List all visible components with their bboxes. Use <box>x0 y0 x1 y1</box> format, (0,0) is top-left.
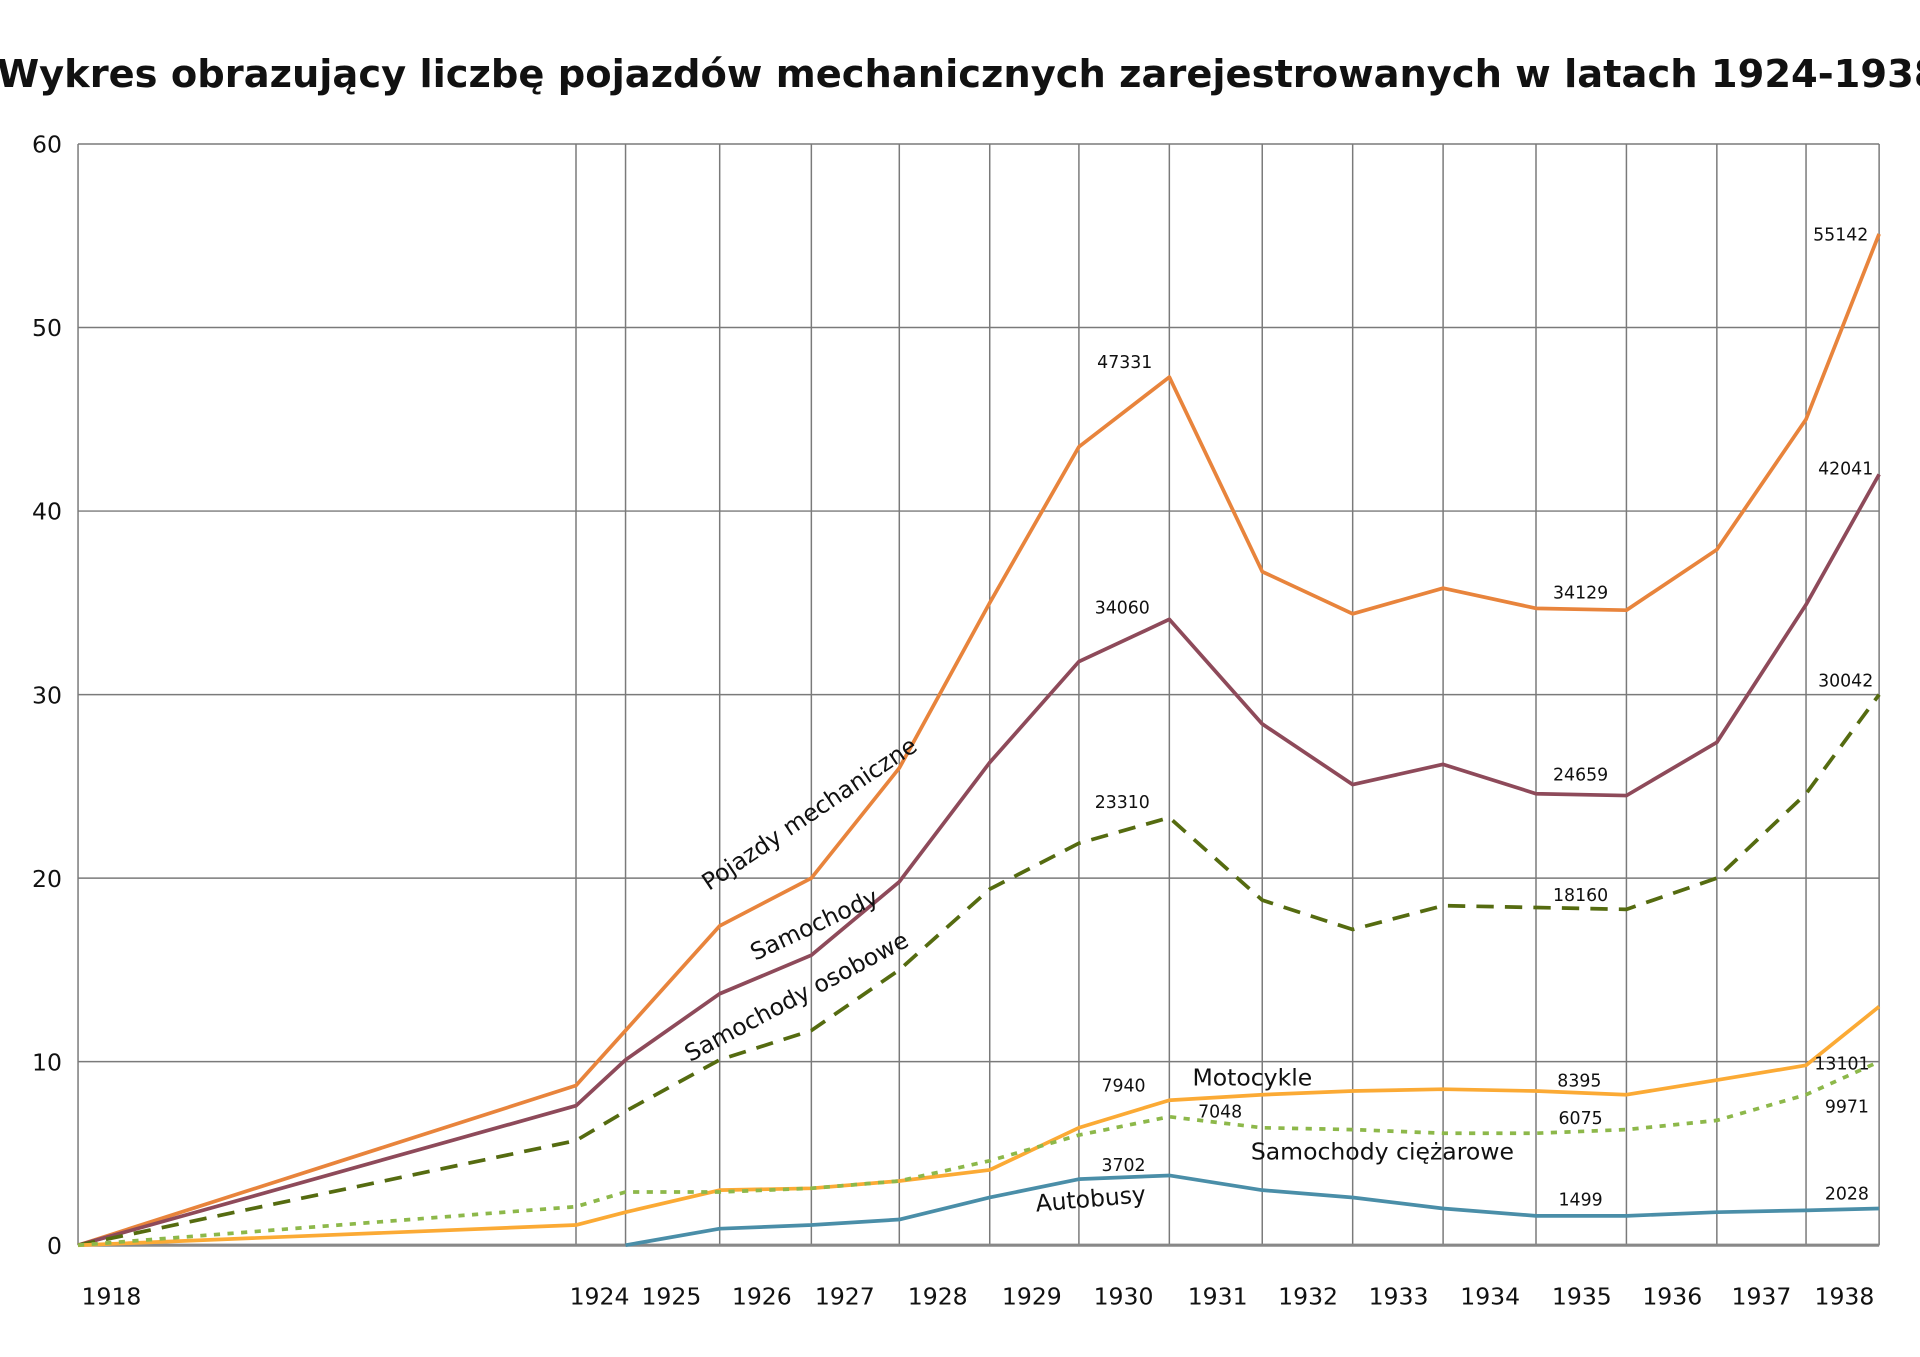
series-line-2 <box>77 693 1881 1248</box>
x-tick-label: 1938 <box>1815 1283 1875 1311</box>
x-tick-label: 1925 <box>641 1283 701 1311</box>
x-tick-label: 1928 <box>908 1283 968 1311</box>
series <box>77 233 1881 1248</box>
value-label: 1499 <box>1559 1191 1603 1211</box>
value-label: 55142 <box>1813 226 1868 246</box>
x-tick-label: 1924 <box>570 1283 630 1311</box>
series-line-5 <box>625 1173 1880 1248</box>
x-tick-label: 1933 <box>1369 1283 1429 1311</box>
x-tick-label: 1932 <box>1278 1283 1338 1311</box>
value-label: 34129 <box>1553 584 1608 604</box>
series-line-4 <box>77 1059 1880 1248</box>
x-tick-label: 1935 <box>1552 1283 1612 1311</box>
axis-ticks: 0 10 20 30 40 50 60 1918 1924 1925 1926 1927 1928 192… <box>32 131 1874 1311</box>
x-tick-label: 1937 <box>1732 1283 1792 1311</box>
x-tick-label: 1929 <box>1002 1283 1062 1311</box>
value-label: 34060 <box>1095 598 1150 618</box>
value-label: 2028 <box>1825 1184 1869 1204</box>
x-tick-label: 1931 <box>1188 1283 1248 1311</box>
value-label: 30042 <box>1818 672 1873 692</box>
value-label: 8395 <box>1557 1072 1601 1092</box>
grid <box>77 143 1880 1247</box>
x-tick-label: 1927 <box>815 1283 875 1311</box>
series-label: Samochody ciężarowe <box>1251 1138 1514 1166</box>
y-tick-label: 60 <box>32 131 62 159</box>
y-tick-label: 20 <box>32 865 62 893</box>
series-label: Motocykle <box>1192 1063 1312 1091</box>
y-tick-label: 50 <box>32 314 62 342</box>
y-tick-label: 30 <box>32 681 62 709</box>
value-label: 23310 <box>1095 793 1150 813</box>
chart-title: Wykres obrazujący liczbę pojazdów mechan… <box>0 52 1920 97</box>
value-label: 3702 <box>1101 1156 1145 1176</box>
value-label: 7048 <box>1198 1103 1242 1123</box>
series-line-3 <box>77 1005 1881 1248</box>
value-label: 13101 <box>1814 1054 1869 1074</box>
x-tick-label: 1926 <box>732 1283 792 1311</box>
value-label: 47331 <box>1097 353 1152 373</box>
x-tick-label: 1936 <box>1642 1283 1702 1311</box>
value-label: 9971 <box>1825 1098 1869 1118</box>
series-label: Pojazdy mechaniczne <box>697 731 922 896</box>
y-tick-label: 40 <box>32 498 62 526</box>
value-label: 7940 <box>1101 1077 1145 1097</box>
series-line-0 <box>77 233 1881 1247</box>
x-tick-label: 1930 <box>1094 1283 1154 1311</box>
x-tick-label: 1918 <box>82 1283 142 1311</box>
x-tick-label: 1934 <box>1460 1283 1520 1311</box>
y-tick-label: 10 <box>32 1048 62 1076</box>
value-label: 42041 <box>1818 460 1873 480</box>
value-label: 24659 <box>1553 766 1608 786</box>
series-line-1 <box>77 473 1881 1247</box>
value-label: 6075 <box>1559 1109 1603 1129</box>
value-label: 18160 <box>1553 886 1608 906</box>
y-tick-label: 0 <box>47 1232 62 1260</box>
value-labels: 47331 34060 23310 7940 3702 7048 34129 24659 181… <box>1095 226 1874 1211</box>
